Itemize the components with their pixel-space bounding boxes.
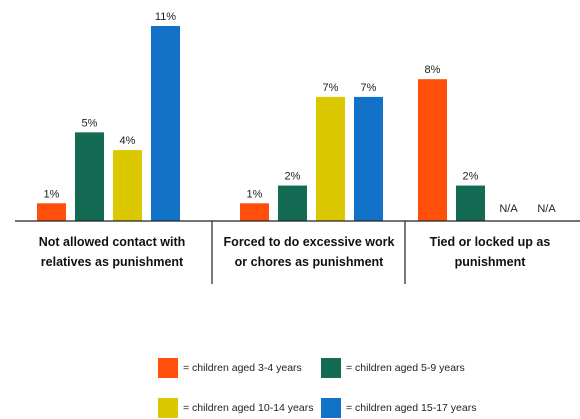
- bar: [316, 96, 345, 221]
- bar-value-label: 7%: [323, 82, 339, 94]
- category-label-line: punishment: [454, 255, 526, 269]
- bar-value-label: 11%: [155, 11, 176, 23]
- category-label-line: or chores as punishment: [234, 255, 384, 269]
- category-label-tied: Tied or locked up as punishment: [405, 232, 575, 272]
- bar-value-label: 2%: [463, 171, 479, 183]
- category-label-line: Not allowed contact with: [38, 235, 186, 249]
- category-label-line: relatives as punishment: [40, 255, 184, 269]
- bar: [113, 150, 142, 221]
- bar-value-label: 2%: [285, 171, 301, 183]
- category-label-work: Forced to do excessive work or chores as…: [214, 232, 404, 272]
- bar-value-label: N/A: [499, 203, 518, 215]
- category-label-line: Tied or locked up as: [429, 235, 551, 249]
- bar: [278, 185, 307, 221]
- bar: [418, 79, 447, 221]
- value-labels-group: 1% 5% 4% 11% 1% 2% 7% 7% 8% 2% N/A N/A: [44, 11, 557, 215]
- bar-value-label: 4%: [120, 135, 136, 147]
- bar: [354, 96, 383, 221]
- bar-value-label: 7%: [361, 82, 377, 94]
- bar: [75, 132, 104, 221]
- bar: [37, 203, 66, 221]
- category-label-line: Forced to do excessive work: [223, 235, 395, 249]
- bars-group: [37, 26, 485, 221]
- bar-value-label: 1%: [247, 188, 263, 200]
- bar-value-label: 5%: [82, 117, 98, 129]
- category-label-contact: Not allowed contact with relatives as pu…: [22, 232, 202, 272]
- bar: [240, 203, 269, 221]
- bar: [151, 26, 180, 221]
- bar-value-label: 8%: [425, 64, 441, 76]
- bar-value-label: 1%: [44, 188, 60, 200]
- bar: [456, 185, 485, 221]
- bar-value-label: N/A: [537, 203, 556, 215]
